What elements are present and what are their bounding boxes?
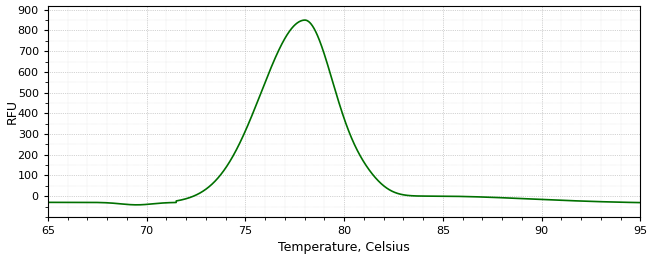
X-axis label: Temperature, Celsius: Temperature, Celsius [278, 242, 410, 255]
Y-axis label: RFU: RFU [6, 99, 18, 124]
